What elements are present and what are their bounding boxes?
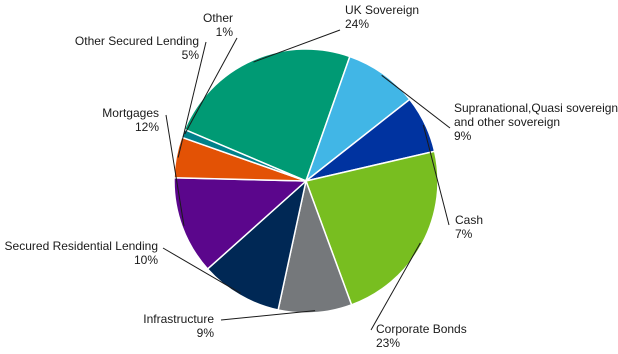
slice-uk-sovereign <box>183 48 351 183</box>
leader-line-supranational-quasi-sovereign-and-other-sovereign <box>381 74 451 129</box>
slice-value-label: 24% <box>345 17 369 31</box>
slice-secured-residential-lending <box>206 178 308 311</box>
slice-name-label: Cash <box>455 213 483 227</box>
slice-label-supranational-quasi-sovereign-and-other-sovereign: Supranational,Quasi sovereign and other s… <box>454 101 618 143</box>
slice-label-cash: Cash 7% <box>455 213 483 241</box>
slice-name-label: Corporate Bonds <box>376 322 467 336</box>
slice-name-label: UK Sovereign <box>345 3 419 17</box>
leader-line-corporate-bonds <box>370 242 421 331</box>
slice-label-other: Other 1% <box>203 11 233 39</box>
slice-name-label: and other sovereign <box>454 115 560 129</box>
slice-name-label: Secured Residential Lending <box>5 239 158 253</box>
slice-name-label: Infrastructure <box>143 312 214 326</box>
leader-line-cash <box>422 124 450 226</box>
slice-labels: UK Sovereign 24% Supranational,Quasi sover… <box>5 3 618 350</box>
slice-value-label: 23% <box>376 336 400 350</box>
leader-line-infrastructure <box>220 310 316 321</box>
leader-line-uk-sovereign <box>253 29 341 63</box>
slice-name-label: Other <box>203 11 233 25</box>
slice-value-label: 10% <box>134 253 158 267</box>
slice-corporate-bonds <box>305 150 439 306</box>
leader-line-other <box>184 37 238 135</box>
slice-value-label: 7% <box>455 227 473 241</box>
leader-lines <box>162 29 451 331</box>
pie-slices <box>173 48 439 314</box>
slice-name-label: Other Secured Lending <box>75 34 199 48</box>
slice-label-secured-residential-lending: Secured Residential Lending 10% <box>5 239 159 267</box>
slice-label-mortgages: Mortgages 12% <box>102 106 159 134</box>
slice-value-label: 1% <box>216 25 234 39</box>
slice-name-label: Supranational,Quasi sovereign <box>454 101 618 115</box>
slice-label-other-secured-lending: Other Secured Lending 5% <box>75 34 199 62</box>
slice-mortgages <box>173 177 308 271</box>
leader-line-other-secured-lending <box>177 41 207 158</box>
leader-line-secured-residential-lending <box>162 247 241 294</box>
slice-value-label: 9% <box>197 326 215 340</box>
slice-label-uk-sovereign: UK Sovereign 24% <box>345 3 419 31</box>
slice-value-label: 12% <box>135 120 159 134</box>
slice-name-label: Mortgages <box>102 106 159 120</box>
slice-label-infrastructure: Infrastructure 9% <box>143 312 214 340</box>
slice-label-corporate-bonds: Corporate Bonds 23% <box>376 322 467 350</box>
slice-value-label: 5% <box>182 48 200 62</box>
leader-line-mortgages <box>165 114 185 226</box>
slice-value-label: 9% <box>454 129 472 143</box>
